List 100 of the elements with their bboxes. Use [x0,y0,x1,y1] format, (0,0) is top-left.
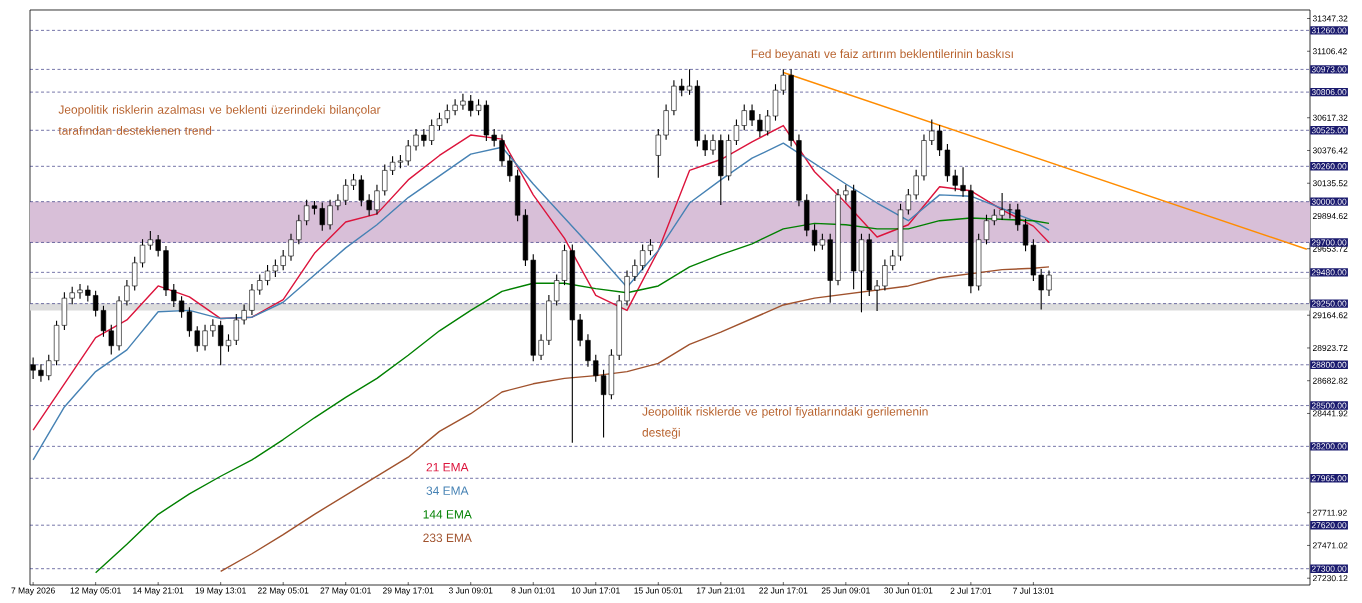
y-tick-label: 30617.32 [1312,114,1348,121]
candlestick [538,334,544,360]
candlestick [210,319,216,337]
candlestick [108,324,114,355]
x-tick-label: 7 May 2026 [11,587,55,596]
candlestick [890,250,896,271]
candlestick [77,284,83,299]
y-tick-label: 30376.42 [1312,147,1348,154]
ref-line-label: 27965.00 [1311,475,1347,482]
candlestick [452,99,458,116]
ref-line-label: 27620.00 [1311,522,1347,529]
text: 21 EMA [426,462,469,472]
ref-line-label: 30525.00 [1311,127,1347,134]
y-tick-label: 28441.92 [1312,410,1348,417]
candlestick [319,202,325,231]
candlestick [288,233,294,261]
candlestick [343,179,349,205]
text: 34 EMA [426,486,469,495]
candlestick [702,134,708,156]
candlestick [960,167,966,197]
candlestick [499,134,505,167]
x-tick-label: 27 May 01:01 [320,587,371,596]
text: 233 EMA [423,533,472,543]
candlestick [280,250,286,271]
x-tick-label: 25 Jun 09:01 [821,587,870,594]
candlestick [405,139,411,166]
annotation: Fed beyanatı ve faiz artırım beklentilerinin baskısı [751,49,1013,61]
ref-line-label: 28800.00 [1311,361,1347,368]
candlestick [155,235,161,257]
candlestick [171,284,177,307]
x-tick-label: 15 Jun 05:01 [634,587,683,594]
candlestick [132,256,138,291]
candlestick [194,326,200,352]
ref-line-label: 29250.00 [1311,300,1347,307]
candlestick [460,93,466,110]
y-tick-label: 31347.32 [1312,15,1348,22]
x-tick-label: 29 May 17:01 [382,587,434,596]
x-tick-label: 19 May 13:01 [195,587,246,596]
candlestick [202,324,208,351]
ref-line-label: 31260.00 [1311,27,1347,34]
ref-line-label: 30260.00 [1311,163,1347,170]
candlestick [741,104,747,131]
candlestick [757,114,763,137]
annotation: Jeopolitik risklerin azalması ve beklenti üzerindeki bilançolar tarafından desteklenen trend [58,105,381,135]
x-tick-label: 14 May 21:01 [133,587,184,596]
candlestick [374,184,380,215]
candlestick [241,304,247,325]
candlestick [257,274,263,295]
candlestick [585,334,591,367]
x-tick-label: 30 Jun 01:01 [884,587,933,594]
ref-line-label: 28200.00 [1311,443,1347,450]
annotation: Jeopolitik risklerde ve petrol fiyatlarındaki gerilemenin desteği [642,406,928,440]
y-tick-label: 27230.12 [1312,575,1348,582]
ref-line-label: 30973.00 [1311,66,1347,73]
x-tick-label: 17 Jun 21:01 [696,587,745,594]
candlestick [507,154,513,182]
x-tick-label: 12 May 05:01 [70,587,121,596]
candlestick [38,364,44,382]
candlestick [296,214,302,245]
candlestick [655,129,661,178]
y-tick-label: 28682.82 [1312,377,1348,384]
x-tick-label: 2 Jul 17:01 [950,587,992,594]
candlestick [929,119,935,146]
candlestick [366,194,372,216]
x-tick-label: 22 May 05:01 [257,587,309,596]
text: 144 EMA [423,510,472,519]
candlestick [124,279,130,306]
candlestick [780,69,786,95]
y-tick-label: 27471.02 [1312,542,1348,549]
candlestick [1015,203,1021,231]
candlestick [382,164,388,196]
y-tick-label: 29653.72 [1312,245,1348,252]
ref-line-label: 29700.00 [1311,239,1347,246]
candlestick [913,169,919,200]
candlestick [554,274,560,306]
candlestick [952,169,958,192]
ref-line-label: 29480.00 [1311,269,1347,276]
candlestick [710,134,716,155]
candlestick [468,95,474,117]
candlestick [233,313,239,345]
y-tick-label: 29164.62 [1312,312,1348,319]
x-tick-label: 7 Jul 13:01 [1013,587,1054,594]
candlestick [882,259,888,291]
y-tick-label: 30135.52 [1312,180,1348,187]
candlestick [749,104,755,127]
y-tick-label: 29894.62 [1312,212,1348,219]
y-tick-label: 27711.92 [1312,509,1347,516]
x-tick-label: 8 Jun 01:01 [511,587,555,594]
candlestick [765,110,771,136]
y-tick-label: 31106.42 [1312,48,1347,55]
candlestick [46,354,52,381]
candlestick [593,354,599,382]
candlestick [327,199,333,230]
candlestick [1038,269,1044,310]
x-tick-label: 3 Jun 09:01 [448,587,493,594]
y-tick-label: 28923.72 [1312,344,1348,351]
candlestick [1046,270,1052,297]
ref-line-label: 28500.00 [1311,402,1347,409]
candlestick [632,259,638,282]
candlestick [335,194,341,211]
